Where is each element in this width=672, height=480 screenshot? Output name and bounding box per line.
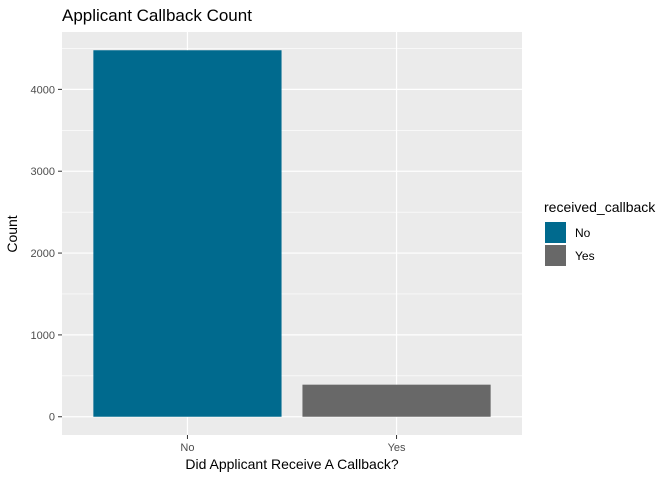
y-tick-label: 0 — [49, 412, 55, 424]
bars — [93, 50, 491, 417]
y-tick-label: 4000 — [31, 84, 55, 96]
legend-swatch-no — [545, 222, 566, 243]
x-tick-label: Yes — [388, 442, 406, 454]
x-axis-ticks: No Yes — [180, 435, 406, 454]
legend-items: No Yes — [545, 222, 595, 266]
legend-title: received_callback — [544, 199, 656, 215]
legend-label-no: No — [575, 226, 591, 240]
y-tick-label: 2000 — [31, 248, 55, 260]
y-axis-title: Count — [4, 215, 20, 252]
y-tick-label: 1000 — [31, 330, 55, 342]
y-tick-label: 3000 — [31, 166, 55, 178]
legend-swatch-yes — [545, 245, 566, 266]
y-axis-ticks: 0 1000 2000 3000 4000 — [31, 84, 62, 424]
x-axis-title: Did Applicant Receive A Callback? — [185, 456, 398, 472]
legend-label-yes: Yes — [575, 249, 595, 263]
chart-title: Applicant Callback Count — [62, 6, 252, 25]
legend: received_callback No Yes — [544, 199, 656, 266]
x-tick-label: No — [180, 442, 194, 454]
bar-yes — [302, 384, 491, 417]
bar-no — [93, 50, 282, 417]
